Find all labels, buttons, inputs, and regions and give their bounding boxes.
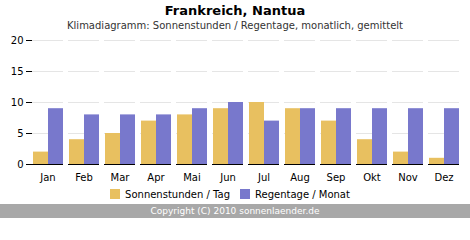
svg-text:5: 5	[17, 128, 23, 139]
svg-text:Jun: Jun	[219, 172, 236, 183]
html-text:Klimadiagramm: Sonnenstunden /: Klimadiagramm: Sonnenstunden / Regentage…	[67, 20, 403, 31]
svg-text:Sep: Sep	[327, 172, 346, 183]
svg-text:Apr: Apr	[147, 172, 165, 183]
svg-text:Nov: Nov	[398, 172, 418, 183]
html-text:Copyright (C) 2010 sonnenlaend: Copyright (C) 2010 sonnenlaender.de	[150, 206, 320, 216]
svg-text:15: 15	[11, 66, 24, 77]
svg-text:Jan: Jan	[39, 172, 55, 183]
svg-text:Jul: Jul	[257, 172, 270, 183]
svg-text:Mar: Mar	[111, 172, 131, 183]
html-text:Regentage / Monat: Regentage / Monat	[255, 188, 350, 200]
svg-text:0: 0	[17, 159, 23, 170]
svg-text:Aug: Aug	[290, 172, 310, 183]
svg-text:Feb: Feb	[75, 172, 93, 183]
svg-text:Okt: Okt	[363, 172, 381, 183]
svg-text:20: 20	[11, 35, 24, 46]
html-text:Frankreich, Nantua: Frankreich, Nantua	[164, 3, 306, 18]
svg-text:10: 10	[11, 97, 24, 108]
svg-text:Mai: Mai	[183, 172, 201, 183]
html-text:Sonnenstunden / Tag: Sonnenstunden / Tag	[125, 188, 230, 200]
svg-text:Dez: Dez	[434, 172, 453, 183]
